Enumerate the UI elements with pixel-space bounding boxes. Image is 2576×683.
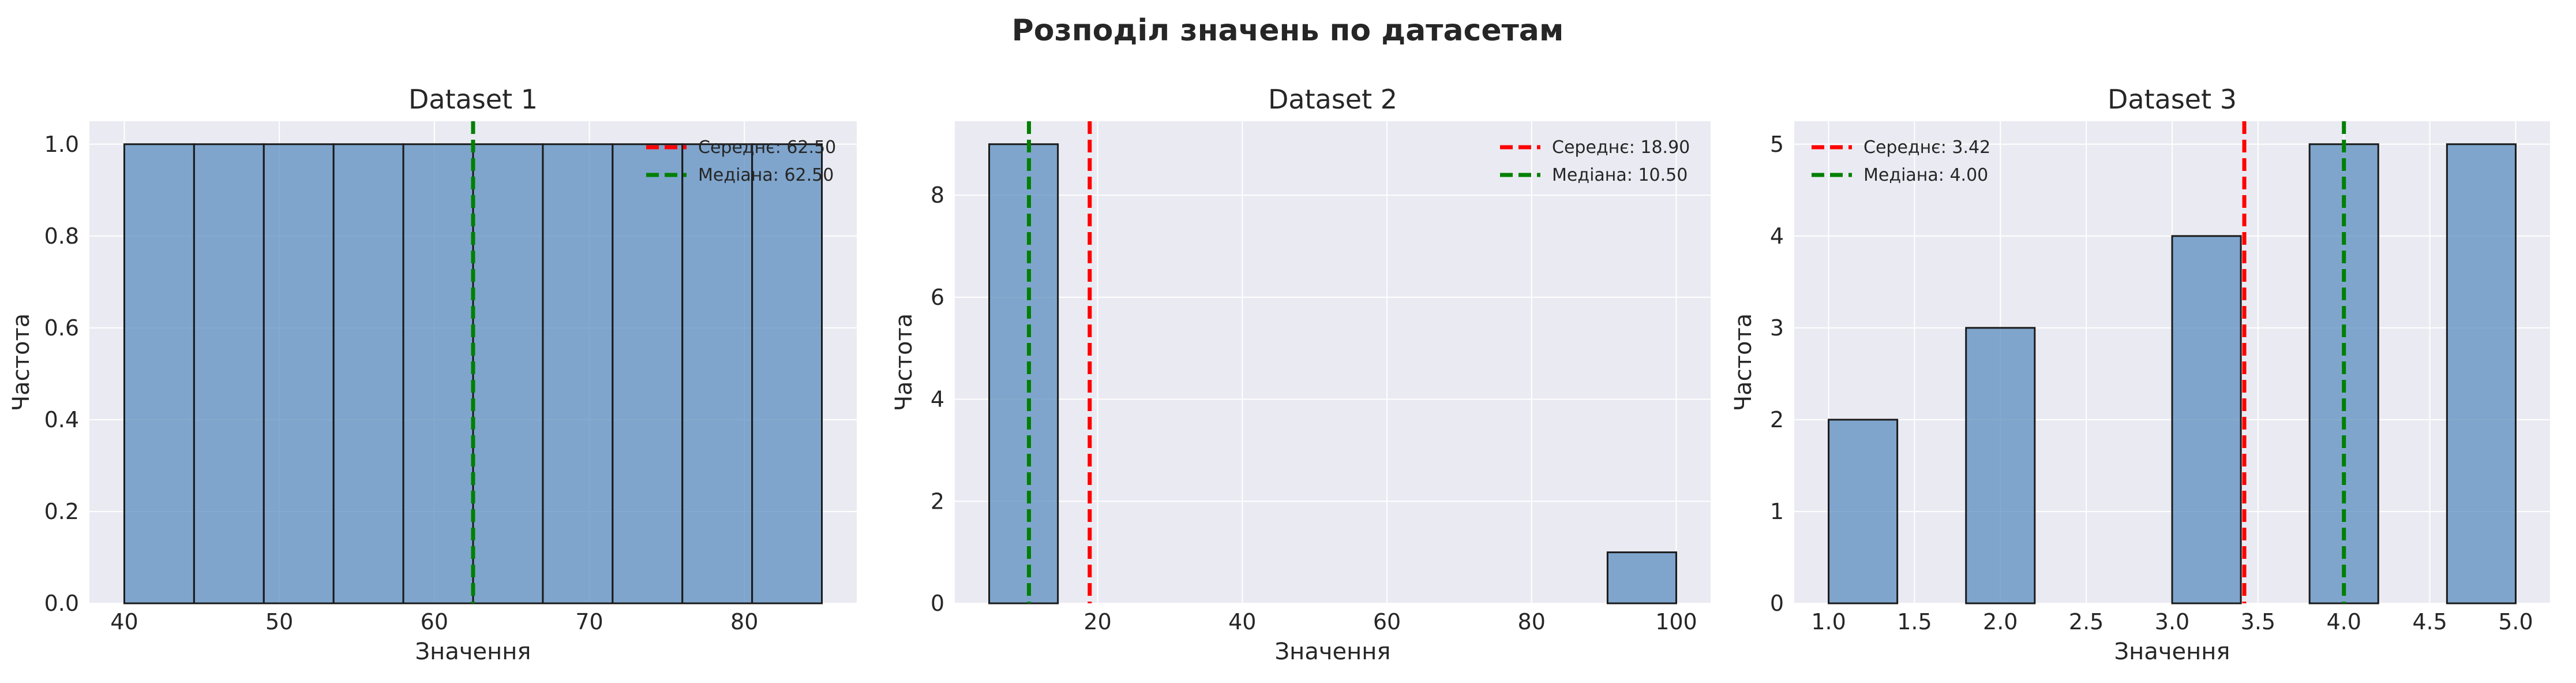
- y-tick-label: 1.0: [44, 132, 79, 157]
- y-tick-label: 2: [931, 488, 944, 514]
- histogram-bar: [1606, 551, 1677, 604]
- x-tick-label: 3.5: [2241, 609, 2275, 635]
- legend-mean-label: Середнє: 18.90: [1552, 137, 1690, 158]
- legend-median-label: Медіана: 10.50: [1552, 165, 1688, 185]
- subplot-title: Dataset 3: [2108, 84, 2237, 115]
- legend: Середнє: 18.90 Медіана: 10.50: [1500, 137, 1690, 185]
- histogram-bar: [402, 143, 474, 604]
- legend-median-label: Медіана: 62.50: [698, 165, 834, 185]
- histogram-bar: [751, 143, 823, 604]
- y-tick-label: 0.8: [44, 223, 79, 249]
- legend-mean-label: Середнє: 62.50: [698, 137, 836, 158]
- y-tick-label: 0.0: [44, 591, 79, 616]
- subplot-1: 40 50 60 70 80 0.0 0.2 0.4 0.6 0.8 1.0 Dataset 1 Зна…: [8, 84, 857, 665]
- legend-median-label: Медіана: 4.00: [1863, 165, 1988, 185]
- y-tick-label: 6: [931, 285, 944, 310]
- y-tick-label: 5: [1770, 132, 1784, 157]
- legend: Середнє: 62.50 Медіана: 62.50: [646, 137, 836, 185]
- plot-background: [955, 121, 1711, 603]
- histogram-bar: [263, 143, 335, 604]
- x-tick-label: 3.0: [2155, 609, 2189, 635]
- subplot-title: Dataset 2: [1268, 84, 1397, 115]
- y-tick-label: 0: [931, 591, 944, 616]
- y-tick-label: 0: [1770, 591, 1784, 616]
- x-tick-label: 5.0: [2498, 609, 2533, 635]
- histogram-bar: [332, 143, 404, 604]
- x-tick-label: 100: [1655, 609, 1697, 635]
- y-tick-label: 8: [931, 182, 944, 208]
- histogram-bar: [2171, 235, 2242, 604]
- histogram-bar: [681, 143, 753, 604]
- x-tick-label: 2.0: [1983, 609, 2018, 635]
- y-axis-label: Частота: [891, 313, 917, 412]
- subplot-2: 20 40 60 80 100 0 2 4 6 8 Dataset 2 Значення Частота…: [891, 84, 1711, 665]
- x-tick-label: 70: [575, 609, 603, 635]
- subplot-3: 1.0 1.5 2.0 2.5 3.0 3.5 4.0 4.5 5.0 0 1 2 3 4 5 Dataset…: [1730, 84, 2550, 665]
- x-tick-label: 40: [110, 609, 138, 635]
- histogram-bar: [612, 143, 684, 604]
- histogram-bar: [472, 143, 544, 604]
- histogram-bar: [2446, 143, 2517, 604]
- x-tick-label: 60: [1373, 609, 1401, 635]
- y-axis-label: Частота: [8, 313, 35, 412]
- y-tick-label: 0.2: [44, 499, 79, 524]
- y-tick-label: 0.6: [44, 315, 79, 341]
- x-tick-label: 1.5: [1897, 609, 1932, 635]
- y-tick-label: 4: [931, 387, 944, 412]
- x-tick-label: 50: [265, 609, 293, 635]
- histogram-bar: [123, 143, 195, 604]
- y-tick-label: 0.4: [44, 407, 79, 432]
- histogram-bar: [193, 143, 265, 604]
- histogram-bar: [988, 143, 1059, 604]
- y-axis-label: Частота: [1730, 313, 1757, 412]
- y-tick-label: 1: [1770, 499, 1784, 524]
- x-tick-label: 40: [1228, 609, 1256, 635]
- x-tick-label: 2.5: [2069, 609, 2103, 635]
- x-tick-label: 20: [1083, 609, 1111, 635]
- y-tick-label: 4: [1770, 223, 1784, 249]
- histogram-bar: [1965, 327, 2036, 604]
- subplot-title: Dataset 1: [408, 84, 538, 115]
- x-tick-label: 80: [1518, 609, 1546, 635]
- x-axis-label: Значення: [415, 639, 531, 665]
- legend-mean-label: Середнє: 3.42: [1863, 137, 1990, 158]
- x-tick-label: 80: [730, 609, 758, 635]
- x-tick-label: 4.0: [2327, 609, 2361, 635]
- x-tick-label: 60: [421, 609, 448, 635]
- x-tick-label: 1.0: [1811, 609, 1846, 635]
- histogram-bar: [1828, 419, 1899, 604]
- figure-title: Розподіл значень по датасетам: [1012, 13, 1564, 48]
- x-axis-label: Значення: [1275, 639, 1391, 665]
- histogram-bar: [542, 143, 614, 604]
- x-tick-label: 4.5: [2412, 609, 2447, 635]
- x-axis-label: Значення: [2114, 639, 2230, 665]
- y-tick-label: 2: [1770, 407, 1784, 432]
- legend: Середнє: 3.42 Медіана: 4.00: [1812, 137, 1990, 185]
- y-tick-label: 3: [1770, 315, 1784, 341]
